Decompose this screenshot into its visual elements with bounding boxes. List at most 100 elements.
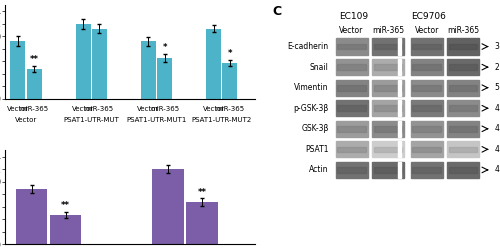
- Bar: [336, 59, 368, 75]
- Text: miR-365: miR-365: [85, 106, 114, 112]
- Bar: [374, 146, 402, 152]
- Bar: [336, 141, 368, 157]
- Bar: [372, 38, 404, 55]
- Text: Vector: Vector: [6, 106, 29, 112]
- Text: C: C: [272, 5, 281, 18]
- Bar: [337, 167, 366, 173]
- Bar: [336, 38, 368, 55]
- Bar: [372, 141, 404, 157]
- Text: **: **: [61, 201, 70, 210]
- Text: Vector: Vector: [15, 117, 37, 123]
- Text: PSAT1: PSAT1: [306, 145, 329, 154]
- Bar: [372, 162, 404, 178]
- Text: miR-365: miR-365: [447, 26, 479, 36]
- Bar: [336, 162, 368, 178]
- Bar: [16, 189, 48, 244]
- Text: Vector: Vector: [137, 106, 160, 112]
- Bar: [449, 105, 478, 111]
- Bar: [374, 126, 402, 132]
- Bar: [337, 44, 366, 49]
- Text: Actin: Actin: [310, 165, 329, 174]
- Text: 29 kDa: 29 kDa: [495, 63, 500, 72]
- Bar: [374, 85, 402, 91]
- Bar: [50, 215, 82, 244]
- Text: GSK-3β: GSK-3β: [302, 124, 329, 133]
- Bar: [411, 162, 442, 178]
- Text: **: **: [198, 187, 206, 196]
- Bar: [336, 80, 368, 96]
- Text: **: **: [30, 55, 38, 64]
- Bar: [449, 146, 478, 152]
- Bar: [398, 38, 400, 55]
- Text: miR-365: miR-365: [216, 106, 244, 112]
- Bar: [374, 105, 402, 111]
- Bar: [412, 64, 441, 70]
- Bar: [336, 121, 368, 137]
- Bar: [412, 146, 441, 152]
- Text: E-cadherin: E-cadherin: [288, 42, 329, 51]
- Text: Vimentin: Vimentin: [294, 83, 329, 92]
- Bar: [372, 121, 404, 137]
- Text: Vector: Vector: [414, 26, 439, 36]
- Bar: [412, 126, 441, 132]
- Text: Vector: Vector: [340, 26, 364, 36]
- Bar: [374, 64, 402, 70]
- Text: PSAT1-UTR-MUT2: PSAT1-UTR-MUT2: [192, 117, 252, 123]
- Bar: [10, 41, 26, 99]
- Text: miR-365: miR-365: [150, 106, 179, 112]
- Text: 43 kDa: 43 kDa: [495, 165, 500, 174]
- Bar: [26, 69, 42, 99]
- Bar: [398, 59, 400, 75]
- Bar: [411, 80, 442, 96]
- Text: PSAT1-UTR-MUT1: PSAT1-UTR-MUT1: [126, 117, 186, 123]
- Text: *: *: [162, 44, 167, 53]
- Bar: [374, 167, 402, 173]
- Text: PSAT1-UTR-MUT: PSAT1-UTR-MUT: [64, 117, 119, 123]
- Text: 47 kDa: 47 kDa: [495, 124, 500, 133]
- Text: Vector: Vector: [72, 106, 94, 112]
- Text: EC109: EC109: [340, 12, 368, 21]
- Bar: [398, 80, 400, 96]
- Bar: [411, 141, 442, 157]
- Bar: [411, 100, 442, 116]
- Bar: [141, 41, 156, 99]
- Bar: [411, 38, 442, 55]
- Bar: [337, 105, 366, 111]
- Bar: [412, 105, 441, 111]
- Bar: [447, 162, 479, 178]
- Bar: [449, 64, 478, 70]
- Text: p-GSK-3β: p-GSK-3β: [294, 104, 329, 113]
- Bar: [449, 44, 478, 49]
- Bar: [337, 64, 366, 70]
- Bar: [447, 100, 479, 116]
- Bar: [449, 85, 478, 91]
- Bar: [152, 169, 184, 244]
- Bar: [447, 38, 479, 55]
- Bar: [412, 85, 441, 91]
- Text: miR-365: miR-365: [20, 106, 48, 112]
- Text: miR-365: miR-365: [372, 26, 404, 36]
- Text: 40 kDa: 40 kDa: [495, 145, 500, 154]
- Bar: [398, 100, 400, 116]
- Bar: [412, 44, 441, 49]
- Bar: [447, 80, 479, 96]
- Bar: [398, 121, 400, 137]
- Text: 53 kDa: 53 kDa: [495, 83, 500, 92]
- Text: EC9706: EC9706: [412, 12, 446, 21]
- Bar: [157, 58, 172, 99]
- Bar: [206, 29, 221, 99]
- Bar: [447, 59, 479, 75]
- Bar: [336, 100, 368, 116]
- Bar: [76, 24, 90, 99]
- Bar: [337, 126, 366, 132]
- Text: Vector: Vector: [202, 106, 224, 112]
- Bar: [447, 121, 479, 137]
- Bar: [412, 167, 441, 173]
- Text: *: *: [228, 49, 232, 58]
- Text: Snail: Snail: [310, 63, 329, 72]
- Text: 33 kDa: 33 kDa: [495, 42, 500, 51]
- Bar: [372, 100, 404, 116]
- Bar: [222, 63, 238, 99]
- Bar: [398, 162, 400, 178]
- Bar: [449, 126, 478, 132]
